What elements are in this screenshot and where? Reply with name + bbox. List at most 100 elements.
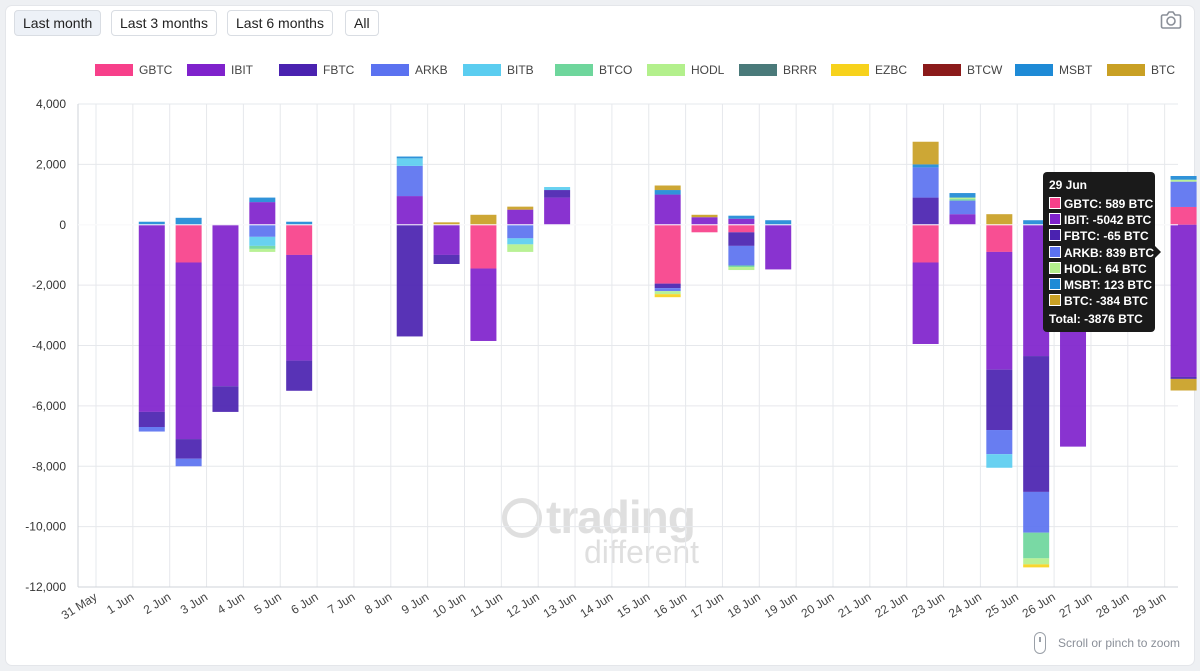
bar-segment[interactable] [1023, 220, 1050, 225]
bar-segment[interactable] [654, 190, 681, 195]
bar-segment[interactable] [175, 224, 202, 263]
bar-segment[interactable] [1170, 376, 1197, 379]
bar-segment[interactable] [212, 386, 239, 412]
bar-segment[interactable] [654, 291, 681, 295]
bar-segment[interactable] [396, 224, 423, 337]
legend-entry-btcw[interactable]: BTCW [967, 63, 1003, 77]
bar-segment[interactable] [433, 224, 460, 255]
bar-segment[interactable] [433, 222, 460, 225]
bar-segment[interactable] [912, 164, 939, 168]
bar-segment[interactable] [507, 209, 534, 225]
bar-segment[interactable] [1023, 356, 1050, 492]
bar-segment[interactable] [470, 224, 497, 269]
bar-segment[interactable] [986, 251, 1013, 370]
bar-segment[interactable] [986, 430, 1013, 455]
bar-segment[interactable] [396, 165, 423, 197]
bar-segment[interactable] [912, 141, 939, 165]
bar-segment[interactable] [912, 262, 939, 344]
bar-segment[interactable] [654, 194, 681, 225]
legend-entry-ezbc[interactable]: EZBC [875, 63, 907, 77]
bar-segment[interactable] [507, 238, 534, 245]
bar-segment[interactable] [544, 187, 571, 191]
legend-entry-bitb[interactable]: BITB [507, 63, 534, 77]
bar-segment[interactable] [1170, 181, 1197, 207]
bar-segment[interactable] [949, 193, 976, 198]
legend-entry-ibit[interactable]: IBIT [231, 63, 254, 77]
bar-segment[interactable] [249, 245, 276, 249]
legend-entry-arkb[interactable]: ARKB [415, 63, 448, 77]
bar-segment[interactable] [949, 199, 976, 201]
range-last-6-months-button[interactable]: Last 6 months [227, 10, 333, 36]
bar-segment[interactable] [654, 288, 681, 292]
bar-segment[interactable] [728, 218, 755, 225]
range-all-button[interactable]: All [345, 10, 379, 36]
bar-segment[interactable] [396, 196, 423, 225]
bar-segment[interactable] [470, 214, 497, 225]
bar-segment[interactable] [728, 265, 755, 268]
bar-segment[interactable] [1170, 224, 1197, 377]
bar-segment[interactable] [949, 197, 976, 200]
bar-segment[interactable] [249, 236, 276, 246]
bar-segment[interactable] [691, 214, 718, 218]
bar-segment[interactable] [912, 224, 939, 263]
bar-segment[interactable] [986, 214, 1013, 225]
bar-segment[interactable] [249, 197, 276, 203]
bar-segment[interactable] [286, 224, 313, 255]
bar-segment[interactable] [286, 254, 313, 361]
bar-segment[interactable] [1170, 378, 1197, 391]
bar-segment[interactable] [691, 224, 718, 233]
bar-segment[interactable] [286, 221, 313, 225]
bar-segment[interactable] [138, 427, 165, 432]
bar-segment[interactable] [175, 217, 202, 225]
legend-entry-hodl[interactable]: HODL [691, 63, 725, 77]
bar-segment[interactable] [1023, 491, 1050, 533]
bar-segment[interactable] [1170, 175, 1197, 180]
bar-segment[interactable] [1170, 206, 1197, 225]
bar-segment[interactable] [249, 248, 276, 252]
bar-segment[interactable] [286, 360, 313, 391]
bar-segment[interactable] [986, 454, 1013, 468]
legend-entry-brrr[interactable]: BRRR [783, 63, 817, 77]
bar-segment[interactable] [138, 221, 165, 225]
bar-segment[interactable] [1170, 179, 1197, 182]
bar-segment[interactable] [912, 197, 939, 225]
bar-segment[interactable] [654, 294, 681, 298]
bar-segment[interactable] [654, 224, 681, 284]
range-last-month-button[interactable]: Last month [14, 10, 102, 36]
bar-segment[interactable] [544, 197, 571, 225]
bar-segment[interactable] [1023, 532, 1050, 559]
bar-segment[interactable] [912, 167, 939, 198]
bar-segment[interactable] [728, 215, 755, 219]
bar-segment[interactable] [470, 268, 497, 341]
bar-segment[interactable] [654, 185, 681, 191]
bar-segment[interactable] [396, 156, 423, 159]
camera-icon[interactable] [1160, 10, 1182, 30]
bar-segment[interactable] [765, 224, 792, 270]
bar-segment[interactable] [175, 262, 202, 440]
bar-segment[interactable] [507, 244, 534, 252]
bar-segment[interactable] [728, 232, 755, 246]
bar-segment[interactable] [1023, 558, 1050, 565]
legend-entry-msbt[interactable]: MSBT [1059, 63, 1093, 77]
bar-segment[interactable] [949, 214, 976, 225]
bar-segment[interactable] [138, 411, 165, 428]
bar-segment[interactable] [175, 458, 202, 467]
bar-segment[interactable] [728, 267, 755, 271]
bar-segment[interactable] [765, 220, 792, 225]
bar-segment[interactable] [986, 369, 1013, 431]
bar-segment[interactable] [507, 206, 534, 210]
range-last-3-months-button[interactable]: Last 3 months [111, 10, 217, 36]
bar-segment[interactable] [249, 202, 276, 225]
bar-segment[interactable] [396, 158, 423, 166]
bar-segment[interactable] [175, 439, 202, 459]
legend-entry-btc[interactable]: BTC [1151, 63, 1175, 77]
bar-segment[interactable] [544, 190, 571, 198]
bar-segment[interactable] [986, 224, 1013, 252]
bar-segment[interactable] [1023, 564, 1050, 568]
bar-segment[interactable] [138, 224, 165, 412]
legend-entry-btco[interactable]: BTCO [599, 63, 632, 77]
bar-segment[interactable] [249, 224, 276, 237]
bar-segment[interactable] [433, 254, 460, 264]
legend-entry-fbtc[interactable]: FBTC [323, 63, 355, 77]
bar-segment[interactable] [212, 224, 239, 387]
